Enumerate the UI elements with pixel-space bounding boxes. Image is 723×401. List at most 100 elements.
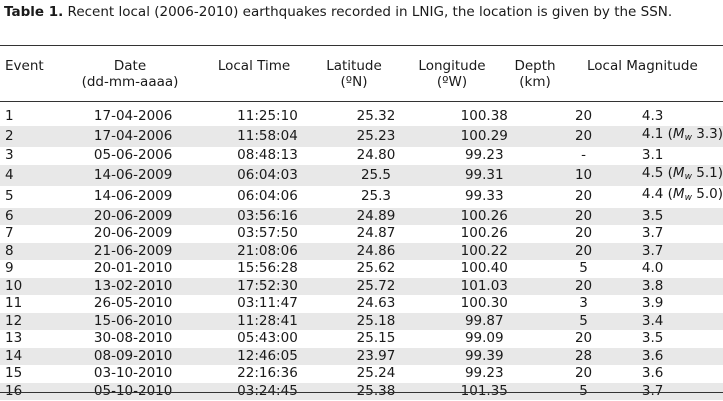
magnitude-value: 3.5 <box>641 207 664 224</box>
table-row: 4 14-06-2009 06:04:03 25.5 99.31 10 4.5 (Mw 5.… <box>0 164 723 186</box>
cell-event: 13 <box>0 330 62 348</box>
cell-longitude: 100.29 <box>421 125 548 147</box>
cell-date: 20-01-2010 <box>61 260 205 278</box>
magnitude-value: 4.1 <box>641 125 664 142</box>
header-date: Date (dd-mm-aaaa) <box>81 58 179 90</box>
cell-local-time: 11:28:41 <box>204 312 331 330</box>
cell-event: 11 <box>0 295 62 313</box>
cell-depth: - <box>547 147 620 165</box>
table-caption: Table 1. Recent local (2006-2010) earthq… <box>4 2 719 22</box>
table-row: 1 17-04-2006 11:25:10 25.32 100.38 20 4.3 <box>0 108 723 126</box>
cell-depth: 3 <box>547 295 620 313</box>
cell-local-magnitude: 4.3 <box>619 108 723 126</box>
cell-local-magnitude: 3.7 <box>619 225 723 243</box>
cell-event: 12 <box>0 312 62 330</box>
cell-local-time: 15:56:28 <box>204 260 331 278</box>
table-row: 5 14-06-2009 06:04:06 25.3 99.33 20 4.4 (Mw 5.… <box>0 186 723 208</box>
cell-latitude: 23.97 <box>330 347 422 365</box>
cell-date: 05-06-2006 <box>61 147 205 165</box>
cell-date: 20-06-2009 <box>61 225 205 243</box>
magnitude-value: 3.8 <box>641 277 664 294</box>
cell-longitude: 99.87 <box>421 312 548 330</box>
cell-event: 2 <box>0 125 62 147</box>
cell-latitude: 25.62 <box>330 260 422 278</box>
cell-depth: 10 <box>547 164 620 186</box>
cell-longitude: 100.26 <box>421 207 548 225</box>
cell-local-time: 03:24:45 <box>204 382 331 400</box>
magnitude-value: 4.3 <box>641 108 664 124</box>
cell-local-time: 06:04:03 <box>204 164 331 186</box>
cell-local-time: 05:43:00 <box>204 330 331 348</box>
cell-date: 17-04-2006 <box>61 125 205 147</box>
cell-longitude: 99.33 <box>421 186 548 208</box>
table-row: 14 08-09-2010 12:46:05 23.97 99.39 28 3.6 <box>0 347 723 365</box>
cell-event: 1 <box>0 108 62 126</box>
cell-longitude: 100.26 <box>421 225 548 243</box>
cell-event: 3 <box>0 147 62 165</box>
cell-event: 6 <box>0 207 62 225</box>
table-row: 8 21-06-2009 21:08:06 24.86 100.22 20 3.7 <box>0 242 723 260</box>
table-row: 2 17-04-2006 11:58:04 25.23 100.29 20 4.1 (Mw … <box>0 125 723 147</box>
cell-local-magnitude: 4.4 (Mw 5.0) <box>619 186 723 208</box>
magnitude-value: 3.1 <box>641 147 664 163</box>
cell-local-magnitude: 3.9 <box>619 295 723 313</box>
table-row: 9 20-01-2010 15:56:28 25.62 100.40 5 4.0 <box>0 260 723 278</box>
cell-longitude: 100.40 <box>421 260 548 278</box>
mw-value: 5.1 <box>691 164 718 181</box>
cell-longitude: 99.31 <box>421 164 548 186</box>
magnitude-value: 3.7 <box>641 225 664 241</box>
cell-date: 26-05-2010 <box>61 295 205 313</box>
cell-longitude: 100.22 <box>421 242 548 260</box>
cell-event: 10 <box>0 277 62 295</box>
table-row: 10 13-02-2010 17:52:30 25.72 101.03 20 3.8 <box>0 277 723 295</box>
cell-local-time: 11:25:10 <box>204 108 331 126</box>
top-rule <box>0 45 723 46</box>
cell-depth: 20 <box>547 225 620 243</box>
cell-latitude: 25.15 <box>330 330 422 348</box>
cell-latitude: 25.24 <box>330 365 422 383</box>
cell-date: 20-06-2009 <box>61 207 205 225</box>
earthquake-table: 1 17-04-2006 11:25:10 25.32 100.38 20 4.3 2 17-0… <box>0 108 723 400</box>
cell-longitude: 100.38 <box>421 108 548 126</box>
mw-symbol: Mw <box>672 164 692 182</box>
cell-latitude: 25.32 <box>330 108 422 126</box>
bottom-rule <box>0 392 723 393</box>
cell-local-magnitude: 4.0 <box>619 260 723 278</box>
cell-latitude: 24.80 <box>330 147 422 165</box>
cell-local-time: 03:57:50 <box>204 225 331 243</box>
cell-latitude: 25.23 <box>330 125 422 147</box>
moment-magnitude: (Mw 5.1) <box>663 164 723 182</box>
cell-longitude: 99.23 <box>421 147 548 165</box>
cell-event: 14 <box>0 347 62 365</box>
mw-value: 5.0 <box>691 186 718 202</box>
cell-event: 16 <box>0 382 62 400</box>
cell-local-time: 06:04:06 <box>204 186 331 208</box>
cell-date: 05-10-2010 <box>61 382 205 400</box>
magnitude-value: 4.4 <box>641 186 664 202</box>
magnitude-value: 4.0 <box>641 260 664 276</box>
header-longitude: Longitude (ºW) <box>418 58 486 90</box>
moment-magnitude: (Mw 5.0) <box>663 186 723 203</box>
mw-symbol: Mw <box>672 186 692 203</box>
cell-depth: 5 <box>547 312 620 330</box>
cell-local-time: 03:56:16 <box>204 207 331 225</box>
magnitude-value: 3.5 <box>641 330 664 346</box>
cell-local-magnitude: 3.7 <box>619 382 723 400</box>
table-row: 7 20-06-2009 03:57:50 24.87 100.26 20 3.7 <box>0 225 723 243</box>
cell-event: 9 <box>0 260 62 278</box>
header-event: Event <box>5 58 44 74</box>
cell-latitude: 25.72 <box>330 277 422 295</box>
magnitude-value: 3.7 <box>641 242 664 259</box>
cell-date: 13-02-2010 <box>61 277 205 295</box>
cell-date: 03-10-2010 <box>61 365 205 383</box>
cell-latitude: 24.87 <box>330 225 422 243</box>
cell-depth: 20 <box>547 330 620 348</box>
cell-local-magnitude: 3.5 <box>619 207 723 225</box>
cell-local-time: 21:08:06 <box>204 242 331 260</box>
magnitude-value: 3.6 <box>641 365 664 381</box>
table-row: 3 05-06-2006 08:48:13 24.80 99.23- 3.1 <box>0 147 723 165</box>
cell-event: 15 <box>0 365 62 383</box>
magnitude-value: 3.7 <box>641 382 664 399</box>
header-local-time: Local Time <box>217 58 291 74</box>
cell-latitude: 24.63 <box>330 295 422 313</box>
